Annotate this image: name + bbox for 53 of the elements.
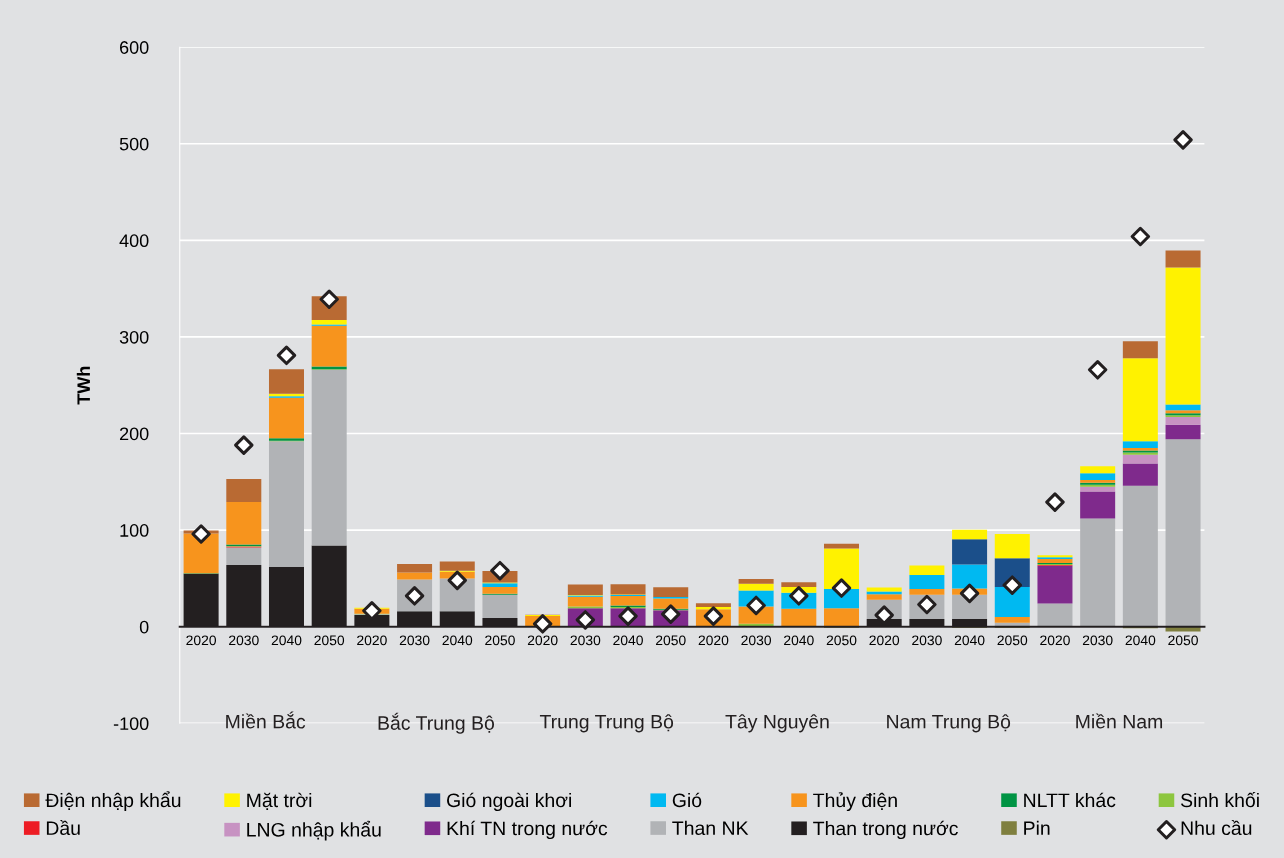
y-tick-label: 100 (120, 524, 149, 537)
x-tick-label: 2050 (485, 635, 515, 646)
x-tick-label: 2020 (698, 635, 729, 646)
legend-label: Gió (672, 792, 702, 808)
legend-label: Dầu (46, 819, 80, 836)
legend-label: NLTT khác (1024, 792, 1116, 808)
x-tick-label: 2030 (399, 635, 430, 646)
x-tick-label: 2050 (1168, 635, 1198, 646)
legend-label: Than NK (672, 820, 749, 836)
legend-label: Nhu cầu (1181, 819, 1252, 836)
annotation: Tây Nguyên (725, 714, 829, 733)
x-tick-label: 2050 (655, 635, 686, 646)
x-tick-label: 2030 (741, 635, 772, 646)
x-tick-label: 2030 (912, 635, 942, 646)
legend-label: Than trong nước (813, 820, 958, 840)
legend-label: Mặt trời (247, 792, 312, 810)
x-tick-label: 2040 (271, 635, 302, 646)
y-tick-label: -100 (113, 717, 149, 731)
y-tick-label: 400 (119, 234, 149, 248)
x-tick-label: 2050 (826, 635, 857, 646)
legend-label: Thủy điện (813, 792, 897, 812)
legend-label: Gió ngoài khơi (447, 792, 571, 812)
x-tick-label: 2020 (1040, 635, 1070, 646)
legend-label: LNG nhập khẩu (247, 820, 381, 841)
x-tick-label: 2040 (442, 635, 473, 646)
x-tick-label: 2030 (570, 635, 601, 646)
annotation: Miền Nam (1076, 713, 1163, 729)
y-tick-label: 0 (139, 620, 149, 634)
y-tick-label: 500 (119, 137, 149, 151)
x-tick-label: 2020 (357, 635, 387, 646)
annotation: Miền Bắc (226, 711, 306, 729)
legend-label: Khí TN trong nước (447, 820, 608, 840)
x-tick-label: 2020 (186, 635, 217, 646)
annotation: Nam Trung Bộ (887, 714, 1011, 733)
x-tick-label: 2040 (613, 635, 643, 646)
x-tick-label: 2030 (1082, 635, 1113, 646)
y-axis-title: TWh (76, 366, 90, 405)
x-tick-label: 2020 (869, 635, 900, 646)
annotation: Bắc Trung Bộ (378, 712, 495, 734)
y-tick-label: 300 (119, 330, 149, 344)
x-tick-label: 2040 (954, 635, 985, 646)
legend-label: Pin (1024, 820, 1050, 835)
x-tick-label: 2030 (229, 635, 259, 646)
x-tick-label: 2040 (1125, 635, 1156, 646)
legend-label: Điện nhập khẩu (45, 791, 181, 812)
y-tick-label: 600 (120, 41, 149, 54)
annotation: Trung Trung Bộ (539, 714, 674, 733)
x-tick-label: 2050 (997, 635, 1028, 646)
y-tick-label: 200 (119, 427, 149, 441)
x-tick-label: 2050 (314, 635, 345, 646)
x-tick-label: 2020 (527, 635, 558, 646)
x-tick-label: 2040 (784, 635, 814, 646)
legend-label: Sinh khối (1180, 792, 1259, 808)
